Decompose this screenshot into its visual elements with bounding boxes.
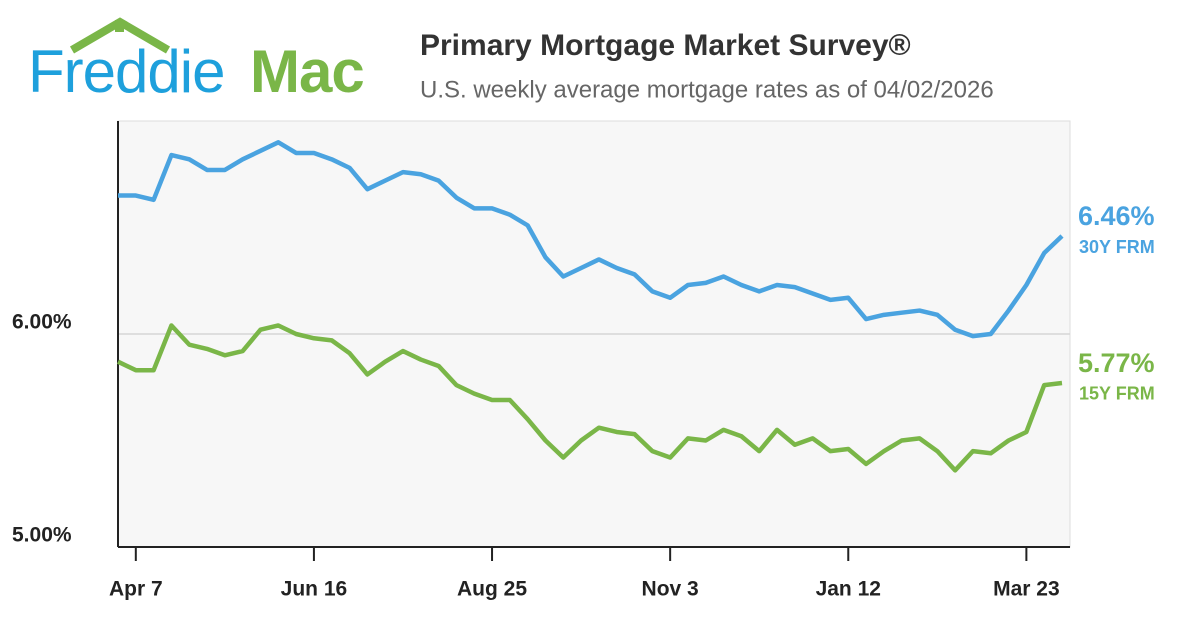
chart-title: Primary Mortgage Market Survey® xyxy=(420,29,911,62)
series-name-label: 15Y FRM xyxy=(1079,384,1155,404)
y-tick-label: 6.00% xyxy=(12,311,72,334)
chart-subtitle: U.S. weekly average mortgage rates as of… xyxy=(420,76,994,103)
x-tick-label: Jan 12 xyxy=(816,578,881,601)
logo: Freddie Mac xyxy=(28,17,365,105)
end-value-label: 5.77% xyxy=(1078,348,1155,378)
x-tick-label: Nov 3 xyxy=(642,578,699,601)
logo-chimney xyxy=(115,20,124,32)
x-tick-label: Aug 25 xyxy=(457,578,527,601)
end-value-label: 6.46% xyxy=(1078,201,1155,231)
logo-first: Freddie xyxy=(28,38,224,105)
series-line xyxy=(117,323,1063,473)
x-tick-label: Mar 23 xyxy=(993,578,1060,601)
series-name-label: 30Y FRM xyxy=(1079,237,1155,257)
x-tick-label: Apr 7 xyxy=(109,578,163,601)
x-tick-label: Jun 16 xyxy=(281,578,348,601)
logo-second: Mac xyxy=(250,38,364,105)
y-tick-label: 5.00% xyxy=(12,524,72,547)
series-line xyxy=(118,140,1064,339)
